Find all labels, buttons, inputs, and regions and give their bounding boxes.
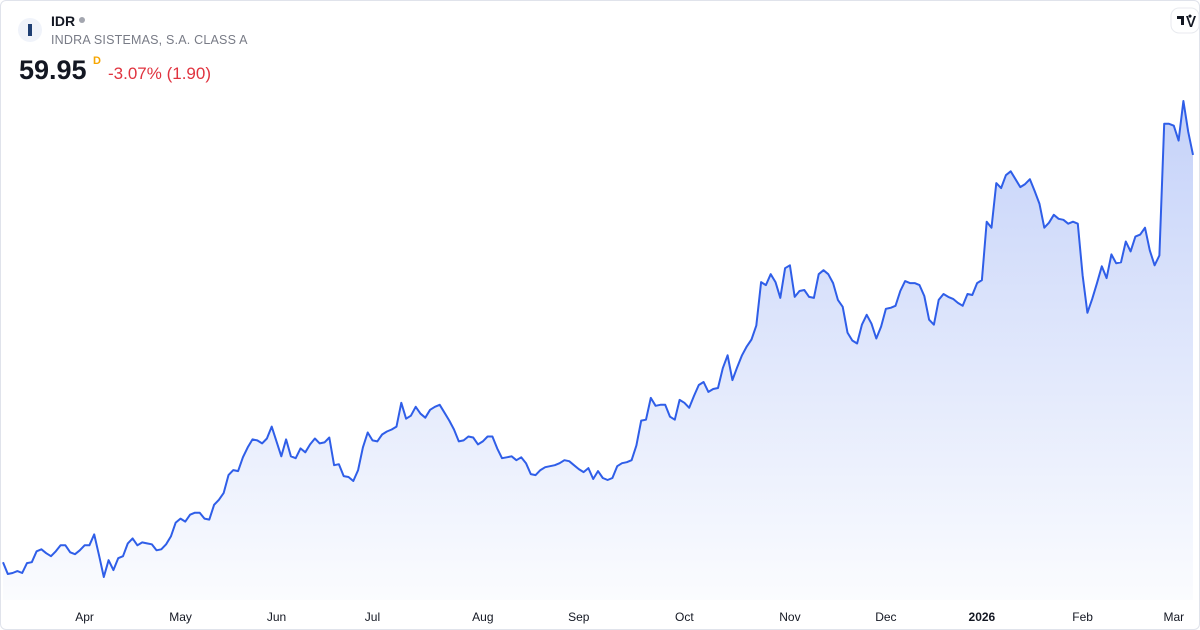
x-tick-label: 2026: [969, 610, 996, 624]
brand-logo[interactable]: [1170, 7, 1200, 34]
plot-area: Apr May Jun Jul Aug Sep Oct Nov Dec 2026 Feb Mar: [2, 100, 1194, 624]
price-change: -3.07% (1.90): [108, 64, 211, 83]
company-name: INDRA SISTEMAS, S.A. CLASS A: [51, 33, 248, 47]
symbol[interactable]: IDR: [51, 13, 76, 29]
x-tick-label: May: [169, 610, 192, 624]
x-tick-label: Sep: [568, 610, 590, 624]
price-line: [2, 100, 1194, 578]
symbol-logo-mark: [28, 24, 32, 36]
x-tick-label: Nov: [779, 610, 800, 624]
x-tick-label: Dec: [875, 610, 896, 624]
x-tick-label: Feb: [1072, 610, 1093, 624]
x-tick-label: Aug: [472, 610, 493, 624]
x-tick-label: Jun: [267, 610, 286, 624]
brand-logo-mark: [1177, 14, 1196, 27]
area-fill: [3, 101, 1193, 600]
x-tick-label: Oct: [675, 610, 694, 624]
x-tick-label: Mar: [1163, 610, 1184, 624]
price-badge: D: [93, 55, 101, 67]
price: 59.95: [19, 55, 87, 85]
status-dot: [79, 17, 85, 23]
x-tick-label: Apr: [75, 610, 94, 624]
x-tick-label: Jul: [365, 610, 380, 624]
